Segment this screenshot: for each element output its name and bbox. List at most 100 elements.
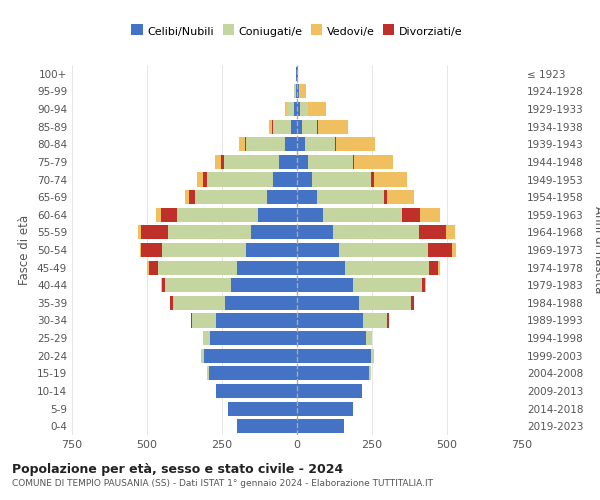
Bar — [141, 243, 162, 257]
Bar — [216, 314, 297, 328]
Bar — [339, 243, 427, 257]
Bar — [287, 102, 294, 116]
Bar — [369, 366, 371, 380]
Bar — [402, 208, 420, 222]
Bar — [273, 172, 297, 186]
Bar — [269, 120, 271, 134]
Bar — [173, 296, 225, 310]
Bar — [299, 84, 300, 98]
Bar — [161, 278, 162, 292]
Bar — [297, 226, 333, 239]
Bar — [371, 172, 373, 186]
Bar — [387, 314, 389, 328]
Bar — [359, 296, 411, 310]
Legend: Celibi/Nubili, Coniugati/e, Vedovi/e, Divorziati/e: Celibi/Nubili, Coniugati/e, Vedovi/e, Di… — [127, 22, 467, 42]
Bar — [285, 137, 297, 152]
Bar — [291, 120, 297, 134]
Bar — [297, 331, 366, 345]
Bar — [308, 102, 325, 116]
Bar — [297, 366, 369, 380]
Bar — [297, 190, 317, 204]
Bar — [317, 190, 384, 204]
Bar — [297, 102, 300, 116]
Bar — [297, 402, 353, 415]
Bar — [271, 120, 273, 134]
Bar — [207, 172, 273, 186]
Bar — [317, 120, 318, 134]
Bar — [223, 155, 279, 169]
Bar — [246, 243, 297, 257]
Bar — [297, 243, 339, 257]
Bar — [308, 155, 353, 169]
Bar — [185, 190, 189, 204]
Bar — [279, 155, 297, 169]
Bar — [161, 208, 177, 222]
Bar — [273, 120, 291, 134]
Bar — [203, 331, 210, 345]
Bar — [297, 314, 363, 328]
Bar — [201, 348, 204, 363]
Bar — [195, 190, 267, 204]
Bar — [237, 419, 297, 433]
Bar — [452, 243, 456, 257]
Bar — [197, 172, 203, 186]
Bar — [294, 102, 297, 116]
Y-axis label: Anni di nascita: Anni di nascita — [592, 206, 600, 294]
Bar — [421, 278, 425, 292]
Bar — [297, 84, 299, 98]
Bar — [345, 260, 429, 274]
Bar — [387, 190, 414, 204]
Bar — [162, 278, 165, 292]
Bar — [297, 172, 312, 186]
Bar — [139, 243, 141, 257]
Bar — [411, 296, 414, 310]
Bar — [221, 155, 223, 169]
Bar — [203, 172, 207, 186]
Bar — [363, 314, 387, 328]
Text: Maschi: Maschi — [0, 499, 1, 500]
Bar — [297, 384, 361, 398]
Bar — [297, 278, 353, 292]
Bar — [209, 366, 297, 380]
Bar — [210, 331, 297, 345]
Bar — [297, 348, 371, 363]
Bar — [149, 260, 157, 274]
Bar — [420, 208, 439, 222]
Bar — [157, 260, 237, 274]
Bar — [147, 260, 149, 274]
Bar — [225, 296, 297, 310]
Bar — [170, 296, 173, 310]
Bar — [336, 137, 375, 152]
Bar — [162, 243, 246, 257]
Bar — [312, 172, 371, 186]
Bar — [297, 260, 345, 274]
Bar — [318, 120, 348, 134]
Bar — [258, 208, 297, 222]
Bar — [438, 260, 439, 274]
Bar — [297, 419, 343, 433]
Bar — [251, 226, 297, 239]
Bar — [353, 278, 421, 292]
Bar — [216, 384, 297, 398]
Bar — [215, 155, 221, 169]
Bar — [445, 226, 455, 239]
Bar — [296, 84, 297, 98]
Bar — [228, 402, 297, 415]
Bar — [245, 137, 246, 152]
Bar — [297, 208, 323, 222]
Bar — [285, 102, 287, 116]
Bar — [189, 190, 195, 204]
Bar — [425, 278, 426, 292]
Bar — [305, 137, 335, 152]
Bar — [296, 67, 297, 81]
Bar — [294, 84, 296, 98]
Bar — [297, 296, 359, 310]
Bar — [231, 278, 297, 292]
Bar — [429, 260, 438, 274]
Bar — [323, 208, 402, 222]
Y-axis label: Fasce di età: Fasce di età — [19, 215, 31, 285]
Bar — [384, 190, 387, 204]
Bar — [371, 348, 373, 363]
Bar — [138, 226, 141, 239]
Bar — [297, 155, 308, 169]
